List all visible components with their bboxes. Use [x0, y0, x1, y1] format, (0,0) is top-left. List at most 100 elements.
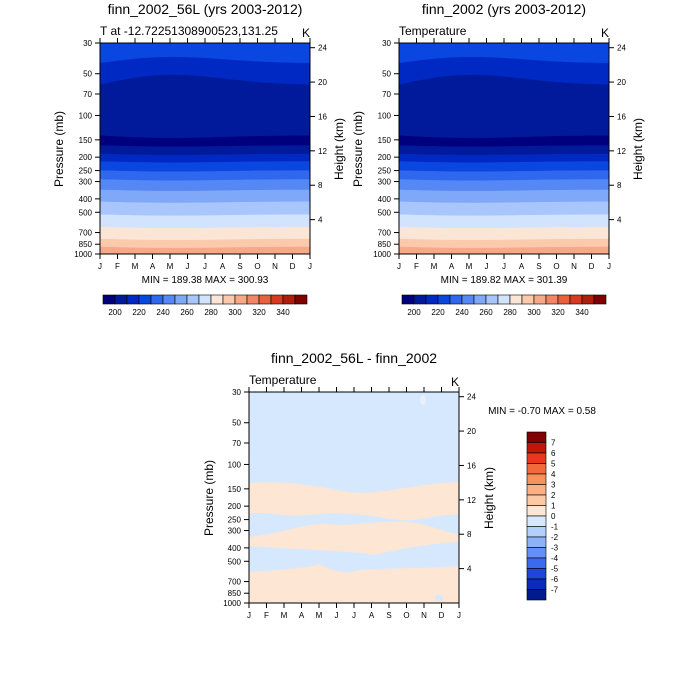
panel-3-subtitle-left: Temperature — [249, 373, 317, 387]
colorbar-box — [526, 505, 547, 517]
colorbar-label: 300 — [527, 308, 541, 317]
y-tick-label: 1000 — [223, 599, 241, 608]
x-tick-label: A — [220, 262, 226, 271]
colorbar-box — [246, 294, 260, 305]
contour-band — [398, 179, 610, 192]
y-right-tick-label: 4 — [318, 216, 323, 225]
y-tick-label: 30 — [382, 39, 391, 48]
x-tick-label: A — [150, 262, 156, 271]
y-right-tick-label: 20 — [467, 427, 476, 436]
panel-2: finn_2002 (yrs 2003-2012) Temperature K … — [351, 1, 645, 317]
colorbar-box — [593, 294, 607, 305]
contour-band — [398, 145, 610, 156]
y-right-tick-label: 12 — [467, 496, 476, 505]
y-tick-label: 850 — [79, 240, 93, 249]
colorbar-label: 7 — [551, 439, 556, 448]
colorbar-label: 280 — [204, 308, 218, 317]
y-tick-label: 50 — [83, 70, 92, 79]
colorbar-box — [294, 294, 308, 305]
colorbar-box — [425, 294, 439, 305]
colorbar-box — [210, 294, 224, 305]
colorbar-box — [526, 568, 547, 580]
colorbar-box — [401, 294, 415, 305]
colorbar-box — [526, 452, 547, 464]
x-tick-label: M — [281, 611, 288, 620]
x-tick-label: J — [247, 611, 251, 620]
colorbar-label: -4 — [551, 554, 559, 563]
contour-band — [398, 238, 610, 249]
y-tick-label: 300 — [228, 527, 242, 536]
x-tick-label: A — [519, 262, 525, 271]
colorbar-box — [521, 294, 535, 305]
x-tick-label: F — [414, 262, 419, 271]
contour-band — [99, 238, 311, 249]
colorbar-box — [102, 294, 116, 305]
panel-2-stats: MIN = 189.82 MAX = 301.39 — [441, 275, 568, 286]
colorbar-label: 260 — [180, 308, 194, 317]
y-right-tick-label: 8 — [467, 530, 472, 539]
y-right-tick-label: 20 — [617, 78, 626, 87]
y-right-tick-label: 4 — [467, 565, 472, 574]
colorbar-box — [526, 578, 547, 590]
colorbar-box — [545, 294, 559, 305]
colorbar-label: 2 — [551, 491, 556, 500]
x-tick-label: J — [98, 262, 102, 271]
y-tick-label: 250 — [378, 167, 392, 176]
colorbar-label: 340 — [276, 308, 290, 317]
y-right-tick-label: 16 — [467, 461, 476, 470]
colorbar-box — [437, 294, 451, 305]
y-right-tick-label: 16 — [617, 112, 626, 121]
y-tick-label: 250 — [79, 167, 93, 176]
x-tick-label: N — [272, 262, 278, 271]
x-tick-label: J — [502, 262, 506, 271]
contour-band — [99, 74, 311, 139]
x-tick-label: S — [237, 262, 242, 271]
colorbar-label: -5 — [551, 565, 559, 574]
y-tick-label: 850 — [228, 589, 242, 598]
colorbar-label: 6 — [551, 449, 556, 458]
x-tick-label: O — [254, 262, 260, 271]
y-tick-label: 850 — [378, 240, 392, 249]
y-tick-label: 1000 — [373, 250, 391, 259]
contour-band — [99, 226, 311, 241]
x-tick-label: S — [536, 262, 541, 271]
x-tick-label: A — [369, 611, 375, 620]
panel-2-ylabel: Pressure (mb) — [351, 111, 365, 187]
y-tick-label: 50 — [382, 70, 391, 79]
colorbar-box — [449, 294, 463, 305]
x-tick-label: M — [431, 262, 438, 271]
y-tick-label: 200 — [378, 153, 392, 162]
colorbar-label: -1 — [551, 523, 559, 532]
x-tick-label: F — [264, 611, 269, 620]
x-tick-label: D — [290, 262, 296, 271]
contour-band — [398, 170, 610, 181]
y-right-tick-label: 4 — [617, 216, 622, 225]
colorbar-box — [473, 294, 487, 305]
colorbar-label: 0 — [551, 512, 556, 521]
colorbar-box — [234, 294, 248, 305]
y-tick-label: 150 — [378, 136, 392, 145]
contour-band — [99, 246, 311, 255]
x-tick-label: J — [186, 262, 190, 271]
y-tick-label: 100 — [79, 111, 93, 120]
colorbar-label: 240 — [455, 308, 469, 317]
colorbar-box — [526, 589, 547, 601]
contour-band — [99, 145, 311, 156]
y-tick-label: 70 — [232, 439, 241, 448]
x-tick-label: J — [335, 611, 339, 620]
colorbar-box — [138, 294, 152, 305]
colorbar-label: 1 — [551, 502, 556, 511]
colorbar-box — [258, 294, 272, 305]
colorbar-label: 220 — [431, 308, 445, 317]
y-tick-label: 500 — [228, 557, 242, 566]
panel-3: finn_2002_56L - finn_2002 Temperature K … — [202, 350, 596, 620]
panel-1-subtitle-left: T at -12.72251308900523,131.25 — [100, 24, 278, 38]
colorbar-box — [126, 294, 140, 305]
panel-3-ylabel: Pressure (mb) — [202, 460, 216, 536]
colorbar-label: -7 — [551, 586, 559, 595]
x-tick-label: O — [553, 262, 559, 271]
colorbar-box — [461, 294, 475, 305]
colorbar-label: 200 — [407, 308, 421, 317]
x-tick-label: J — [352, 611, 356, 620]
colorbar-box — [526, 547, 547, 559]
